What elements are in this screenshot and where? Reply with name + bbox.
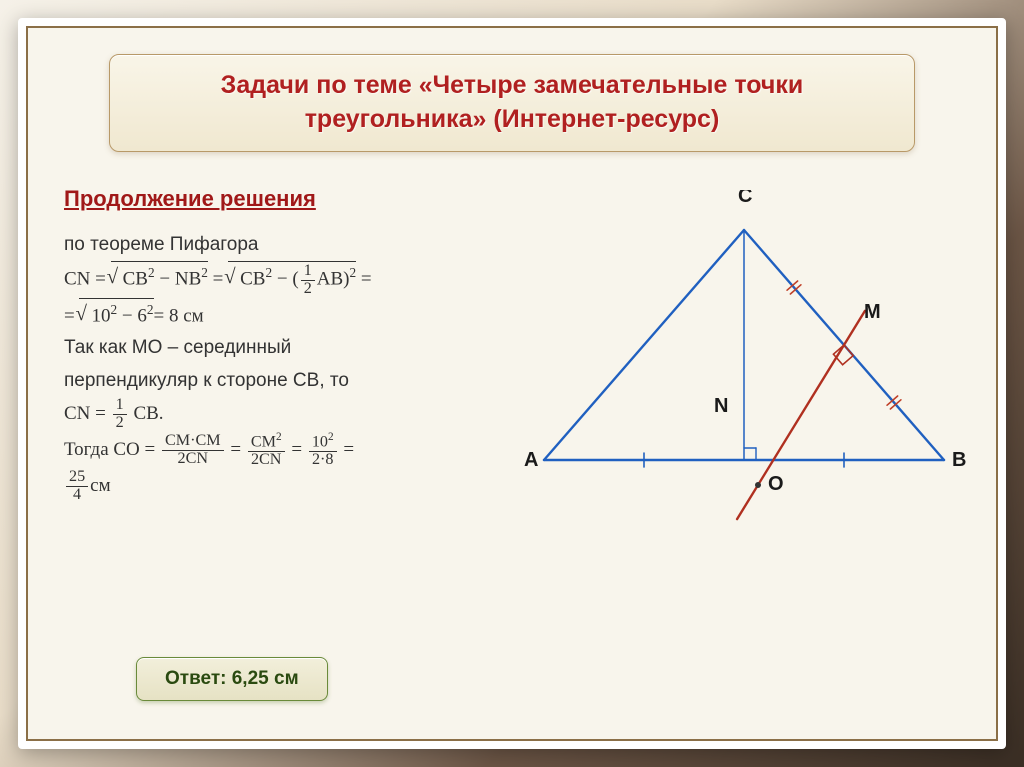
- svg-text:O: O: [768, 473, 784, 495]
- line-mo2: перпендикуляр к стороне CB, то: [64, 365, 494, 397]
- svg-text:C: C: [738, 190, 752, 207]
- title-line2: треугольника» (Интернет-ресурс): [130, 103, 894, 137]
- title-box: Задачи по теме «Четыре замечательные точ…: [109, 54, 915, 152]
- eq-co: Тогда CO = CM·CM2CN = CM22CN = 1022·8 =: [64, 432, 494, 469]
- line-pythag: по теореме Пифагора: [64, 229, 494, 261]
- solution-text: Продолжение решения по теореме Пифагора …: [64, 180, 494, 504]
- sqrt1: CB2 − NB2: [111, 261, 208, 296]
- title-line1: Задачи по теме «Четыре замечательные точ…: [130, 69, 894, 103]
- slide-card: Задачи по теме «Четыре замечательные точ…: [18, 18, 1006, 749]
- sqrt2: CB2 − (12AB)2: [228, 261, 356, 297]
- eq-cn-num: = 102 − 62 = 8 см: [64, 298, 494, 333]
- line-mo1: Так как MO – серединный: [64, 332, 494, 364]
- triangle-diagram: A B C M N O: [514, 190, 974, 530]
- diagram-panel: ABCMNO: [514, 180, 960, 504]
- svg-text:A: A: [524, 449, 538, 471]
- subheading: Продолжение решения: [64, 180, 494, 217]
- sqrt3: 102 − 62: [79, 298, 153, 333]
- eq-final: 254см: [64, 469, 494, 504]
- svg-text:N: N: [714, 395, 728, 417]
- svg-text:B: B: [952, 449, 966, 471]
- eq-cn: CN = CB2 − NB2 = CB2 − (12AB)2 =: [64, 261, 494, 297]
- content-row: Продолжение решения по теореме Пифагора …: [54, 172, 970, 512]
- answer-box: Ответ: 6,25 см: [136, 657, 328, 701]
- eq-cn-half: CN = 12 CB.: [64, 397, 494, 432]
- svg-text:M: M: [864, 301, 881, 323]
